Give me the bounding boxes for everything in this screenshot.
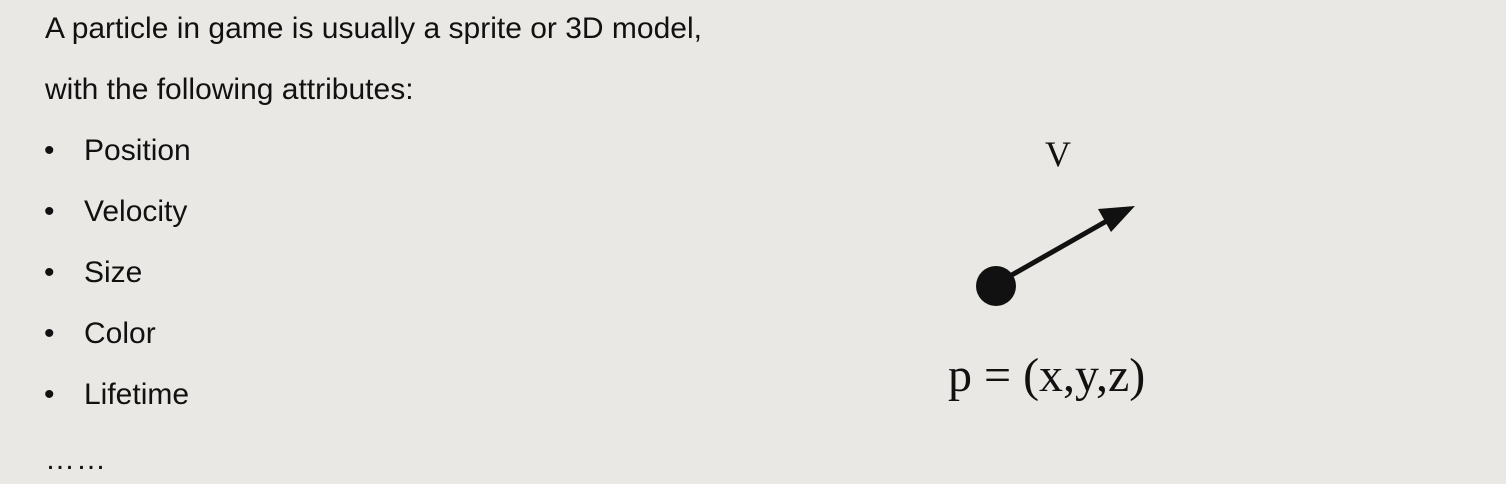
attribute-label: Velocity [84, 195, 188, 228]
attribute-label: Lifetime [84, 378, 190, 411]
velocity-arrow-head [1098, 206, 1135, 232]
bullet-icon: • [44, 256, 55, 289]
velocity-label: V [1045, 134, 1071, 174]
intro-line-1: A particle in game is usually a sprite o… [45, 12, 702, 45]
attribute-label: Size [84, 256, 143, 289]
particle-dot [976, 266, 1016, 306]
attribute-label: Position [84, 134, 191, 167]
bullet-icon: • [44, 195, 55, 228]
bullet-icon: • [44, 378, 55, 411]
attribute-label: Color [84, 317, 156, 350]
position-label: p = (x,y,z) [948, 349, 1146, 402]
bullet-icon: • [44, 134, 55, 167]
intro-line-2: with the following attributes: [45, 73, 414, 106]
velocity-arrow-icon [976, 206, 1135, 306]
ellipsis: …… [45, 443, 107, 476]
bullet-icon: • [44, 317, 55, 350]
velocity-arrow-shaft [993, 215, 1115, 287]
particle-diagram: V p = (x,y,z) [940, 120, 1200, 420]
